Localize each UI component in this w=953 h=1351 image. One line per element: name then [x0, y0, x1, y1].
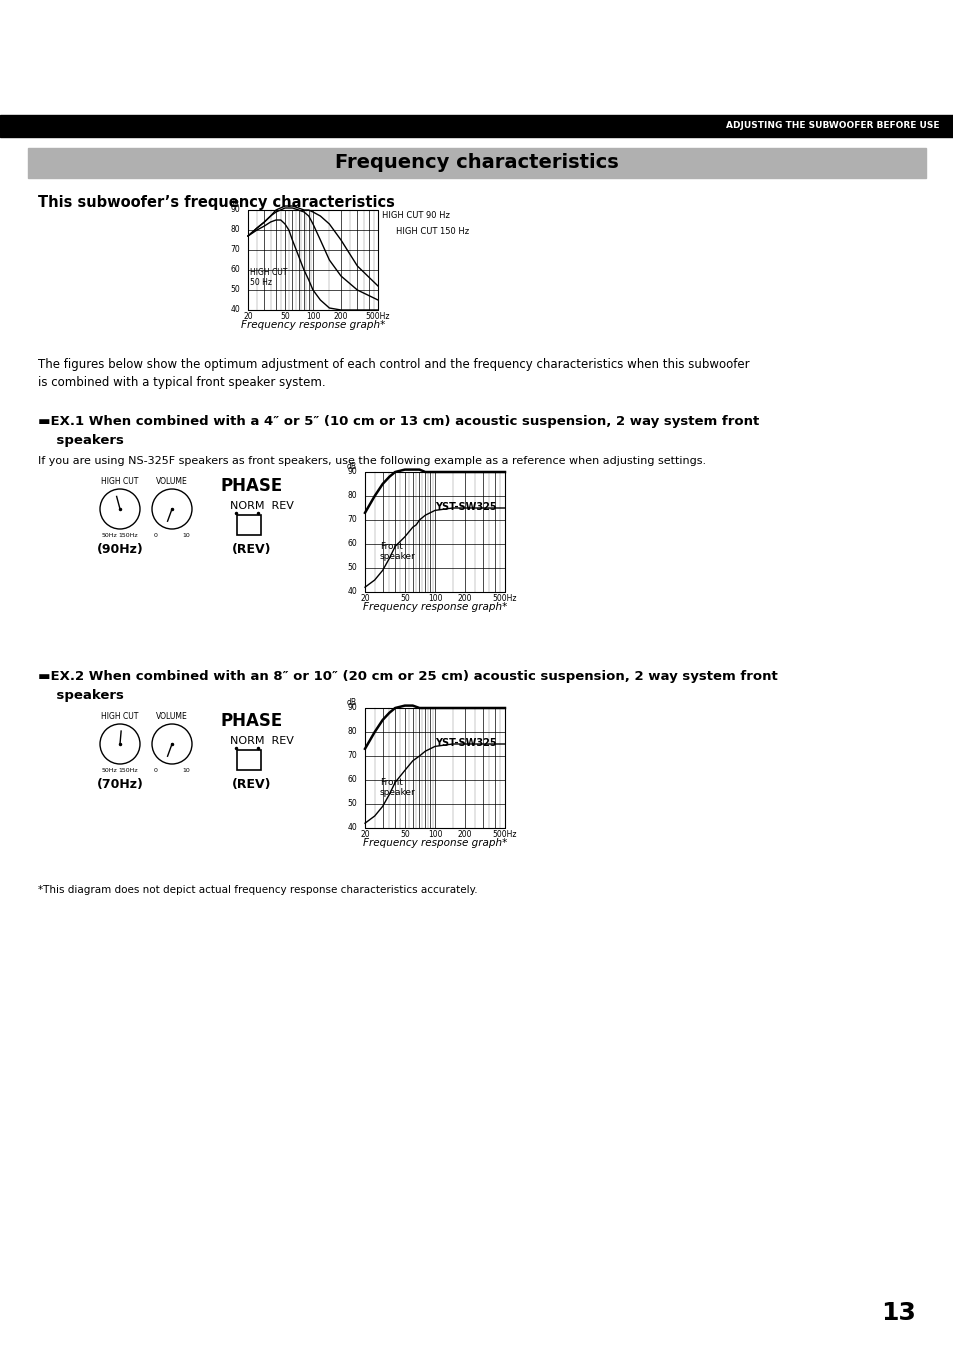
Text: 60: 60 — [230, 266, 240, 274]
Text: ADJUSTING THE SUBWOOFER BEFORE USE: ADJUSTING THE SUBWOOFER BEFORE USE — [726, 122, 939, 131]
Text: dB: dB — [347, 698, 356, 707]
Text: 500Hz: 500Hz — [493, 830, 517, 839]
Text: 70: 70 — [347, 751, 356, 761]
Text: PHASE: PHASE — [221, 477, 283, 494]
Text: 50: 50 — [230, 285, 240, 295]
Text: HIGH CUT
50 Hz: HIGH CUT 50 Hz — [250, 267, 287, 288]
Text: NORM  REV: NORM REV — [230, 501, 294, 511]
Text: dB: dB — [230, 200, 240, 209]
Text: 90: 90 — [230, 205, 240, 215]
Text: *This diagram does not depict actual frequency response characteristics accurate: *This diagram does not depict actual fre… — [38, 885, 477, 894]
Text: dB: dB — [347, 462, 356, 471]
Bar — [236, 750, 261, 770]
Text: 200: 200 — [334, 312, 348, 322]
Text: ▬EX.2 When combined with an 8″ or 10″ (20 cm or 25 cm) acoustic suspension, 2 wa: ▬EX.2 When combined with an 8″ or 10″ (2… — [38, 670, 777, 684]
Text: 0: 0 — [153, 767, 157, 773]
Text: 60: 60 — [347, 539, 356, 549]
Text: speakers: speakers — [38, 434, 124, 447]
Text: (70Hz): (70Hz) — [96, 778, 143, 790]
Text: 50: 50 — [347, 800, 356, 808]
Text: 500Hz: 500Hz — [493, 594, 517, 603]
Text: 70: 70 — [230, 246, 240, 254]
Bar — [365, 708, 504, 828]
Text: (REV): (REV) — [232, 543, 272, 557]
Text: VOLUME: VOLUME — [156, 477, 188, 486]
Text: HIGH CUT: HIGH CUT — [101, 477, 138, 486]
Text: is combined with a typical front speaker system.: is combined with a typical front speaker… — [38, 376, 325, 389]
Bar — [365, 471, 504, 592]
Text: Frequency response graph*: Frequency response graph* — [362, 603, 507, 612]
Text: 100: 100 — [427, 830, 442, 839]
Bar — [248, 209, 377, 309]
Text: 10: 10 — [182, 767, 190, 773]
Text: 90: 90 — [347, 467, 356, 477]
Text: If you are using NS-325F speakers as front speakers, use the following example a: If you are using NS-325F speakers as fro… — [38, 457, 705, 466]
Text: (90Hz): (90Hz) — [96, 543, 143, 557]
Text: 80: 80 — [347, 492, 356, 500]
Text: 20: 20 — [360, 594, 370, 603]
Text: 150Hz: 150Hz — [118, 534, 138, 538]
Text: 40: 40 — [230, 305, 240, 315]
Text: YST-SW325: YST-SW325 — [435, 503, 497, 512]
Text: Frequency response graph*: Frequency response graph* — [240, 320, 385, 330]
Text: (REV): (REV) — [232, 778, 272, 790]
Text: 0: 0 — [153, 534, 157, 538]
Text: The figures below show the optimum adjustment of each control and the frequency : The figures below show the optimum adjus… — [38, 358, 749, 372]
Text: 90: 90 — [347, 704, 356, 712]
Text: Frequency characteristics: Frequency characteristics — [335, 154, 618, 173]
Text: Frequency response graph*: Frequency response graph* — [362, 838, 507, 848]
Circle shape — [152, 489, 192, 530]
Text: speakers: speakers — [38, 689, 124, 703]
Text: 500Hz: 500Hz — [365, 312, 390, 322]
Text: 200: 200 — [457, 594, 472, 603]
Text: 10: 10 — [182, 534, 190, 538]
Text: 50: 50 — [399, 594, 409, 603]
Text: NORM  REV: NORM REV — [230, 736, 294, 746]
Text: ▬EX.1 When combined with a 4″ or 5″ (10 cm or 13 cm) acoustic suspension, 2 way : ▬EX.1 When combined with a 4″ or 5″ (10 … — [38, 415, 759, 428]
Text: YST-SW325: YST-SW325 — [435, 738, 497, 748]
Text: 50: 50 — [399, 830, 409, 839]
Text: 40: 40 — [347, 588, 356, 597]
Text: 20: 20 — [243, 312, 253, 322]
Circle shape — [152, 724, 192, 765]
Text: Front
speaker: Front speaker — [379, 778, 416, 797]
Text: This subwoofer’s frequency characteristics: This subwoofer’s frequency characteristi… — [38, 195, 395, 209]
Circle shape — [100, 724, 140, 765]
Text: PHASE: PHASE — [221, 712, 283, 730]
Bar — [28, 149, 925, 178]
Text: Front
speaker: Front speaker — [379, 542, 416, 562]
Text: 100: 100 — [427, 594, 442, 603]
Text: 70: 70 — [347, 516, 356, 524]
Text: 50: 50 — [280, 312, 290, 322]
Text: 100: 100 — [305, 312, 320, 322]
Text: VOLUME: VOLUME — [156, 712, 188, 721]
Text: HIGH CUT 90 Hz: HIGH CUT 90 Hz — [381, 211, 450, 219]
Text: 80: 80 — [347, 727, 356, 736]
Text: 20: 20 — [360, 830, 370, 839]
Text: HIGH CUT 150 Hz: HIGH CUT 150 Hz — [395, 227, 469, 236]
Text: 150Hz: 150Hz — [118, 767, 138, 773]
Text: 50Hz: 50Hz — [102, 534, 117, 538]
Text: 60: 60 — [347, 775, 356, 785]
Text: 50Hz: 50Hz — [102, 767, 117, 773]
Text: 80: 80 — [230, 226, 240, 235]
Text: 40: 40 — [347, 824, 356, 832]
Bar — [236, 515, 261, 535]
Text: 13: 13 — [881, 1301, 915, 1325]
Circle shape — [100, 489, 140, 530]
Text: 50: 50 — [347, 563, 356, 573]
Text: 200: 200 — [457, 830, 472, 839]
Text: HIGH CUT: HIGH CUT — [101, 712, 138, 721]
Bar — [0, 115, 953, 136]
